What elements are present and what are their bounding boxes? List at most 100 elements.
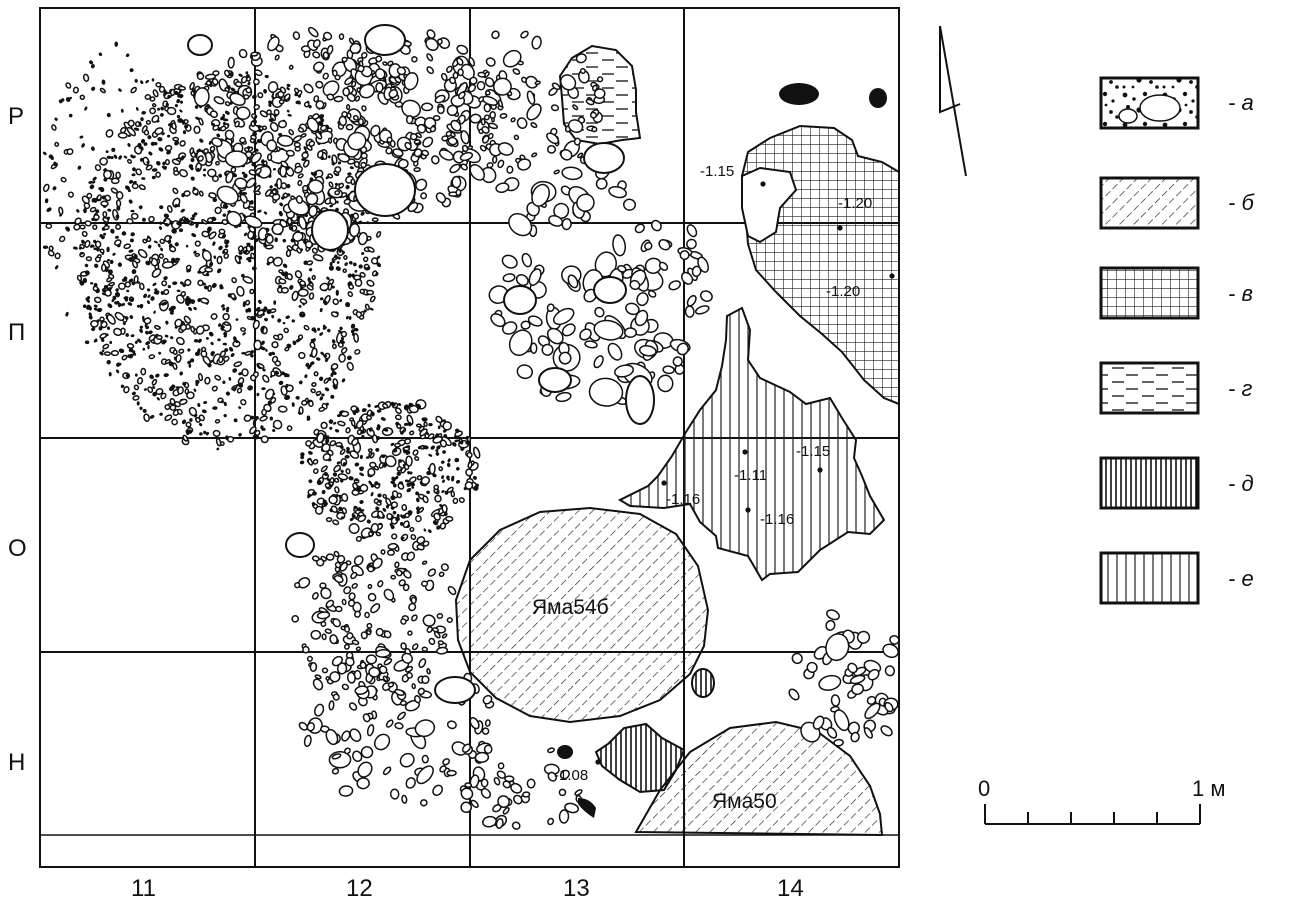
stone bbox=[79, 94, 86, 100]
stone bbox=[198, 117, 204, 126]
stone bbox=[92, 224, 98, 231]
stone bbox=[488, 122, 498, 130]
stone bbox=[130, 212, 139, 220]
stone bbox=[249, 137, 256, 144]
stone bbox=[220, 325, 225, 329]
stone bbox=[250, 374, 257, 382]
stone bbox=[51, 124, 57, 131]
stone bbox=[421, 675, 430, 685]
stone bbox=[294, 92, 299, 97]
stone bbox=[204, 73, 217, 80]
stone bbox=[460, 130, 470, 145]
stone bbox=[579, 328, 592, 341]
stone bbox=[264, 189, 272, 197]
stone bbox=[111, 298, 115, 303]
legend-swatch-v bbox=[1099, 266, 1200, 320]
stone bbox=[351, 489, 360, 496]
stone bbox=[434, 94, 446, 104]
stone bbox=[422, 495, 429, 504]
stone bbox=[390, 574, 397, 580]
stone bbox=[99, 87, 106, 94]
stone bbox=[149, 96, 156, 102]
stone bbox=[146, 160, 150, 164]
stone-large bbox=[583, 142, 625, 174]
stone bbox=[224, 204, 229, 209]
stone bbox=[520, 30, 529, 39]
stone bbox=[213, 255, 217, 259]
stone bbox=[128, 180, 134, 184]
stone bbox=[154, 324, 161, 330]
stone bbox=[307, 365, 311, 370]
stone bbox=[299, 312, 303, 317]
stone bbox=[106, 155, 112, 159]
stone bbox=[374, 481, 379, 486]
stone bbox=[306, 655, 313, 662]
stone bbox=[502, 806, 510, 815]
stone bbox=[334, 182, 338, 186]
stone bbox=[214, 374, 222, 381]
stone bbox=[82, 277, 88, 283]
stone bbox=[303, 146, 307, 151]
stone bbox=[567, 119, 584, 134]
stone bbox=[82, 304, 87, 309]
stone bbox=[513, 794, 523, 805]
stone bbox=[102, 216, 110, 223]
stone bbox=[359, 484, 369, 493]
stone bbox=[559, 769, 570, 780]
stone bbox=[91, 86, 96, 91]
stone bbox=[472, 475, 477, 480]
stone bbox=[193, 339, 199, 343]
row-label: О bbox=[8, 535, 27, 562]
stone bbox=[138, 205, 143, 210]
stone bbox=[561, 323, 576, 337]
stone bbox=[132, 167, 136, 172]
stone bbox=[147, 288, 151, 292]
stone bbox=[42, 151, 47, 156]
stone bbox=[382, 61, 388, 66]
stone bbox=[140, 80, 144, 85]
stone bbox=[320, 117, 325, 123]
stone bbox=[331, 339, 336, 344]
stone bbox=[416, 543, 425, 551]
stone bbox=[176, 294, 185, 304]
column-label: 12 bbox=[346, 875, 373, 902]
stone bbox=[397, 158, 409, 169]
stone bbox=[402, 520, 410, 528]
stone bbox=[54, 141, 60, 147]
stone bbox=[375, 649, 391, 658]
stone bbox=[207, 284, 212, 292]
stone bbox=[79, 224, 86, 230]
stone bbox=[382, 403, 389, 409]
stone bbox=[336, 261, 340, 264]
stone bbox=[788, 688, 800, 701]
stone bbox=[319, 297, 324, 301]
stone bbox=[658, 239, 671, 251]
stone bbox=[207, 363, 212, 368]
stone bbox=[847, 662, 858, 674]
stone bbox=[426, 66, 435, 75]
stone bbox=[331, 753, 342, 760]
stone bbox=[357, 514, 367, 523]
legend-swatch-b bbox=[1099, 176, 1200, 230]
stone bbox=[339, 326, 343, 331]
stone bbox=[636, 292, 649, 307]
stone bbox=[106, 326, 111, 330]
stone bbox=[65, 311, 69, 317]
stone bbox=[82, 73, 90, 82]
stone bbox=[354, 349, 361, 355]
stone bbox=[333, 550, 340, 558]
stone bbox=[394, 407, 402, 415]
stone bbox=[313, 95, 320, 103]
stone bbox=[349, 517, 354, 522]
stone bbox=[184, 388, 190, 395]
stone bbox=[78, 246, 83, 250]
stone bbox=[334, 429, 340, 433]
stone bbox=[480, 778, 489, 788]
stone bbox=[209, 110, 218, 119]
stone bbox=[100, 337, 105, 343]
stone bbox=[394, 442, 401, 448]
stone bbox=[461, 743, 472, 753]
stone bbox=[880, 725, 893, 737]
stone bbox=[109, 259, 114, 264]
stone-large bbox=[187, 34, 213, 56]
